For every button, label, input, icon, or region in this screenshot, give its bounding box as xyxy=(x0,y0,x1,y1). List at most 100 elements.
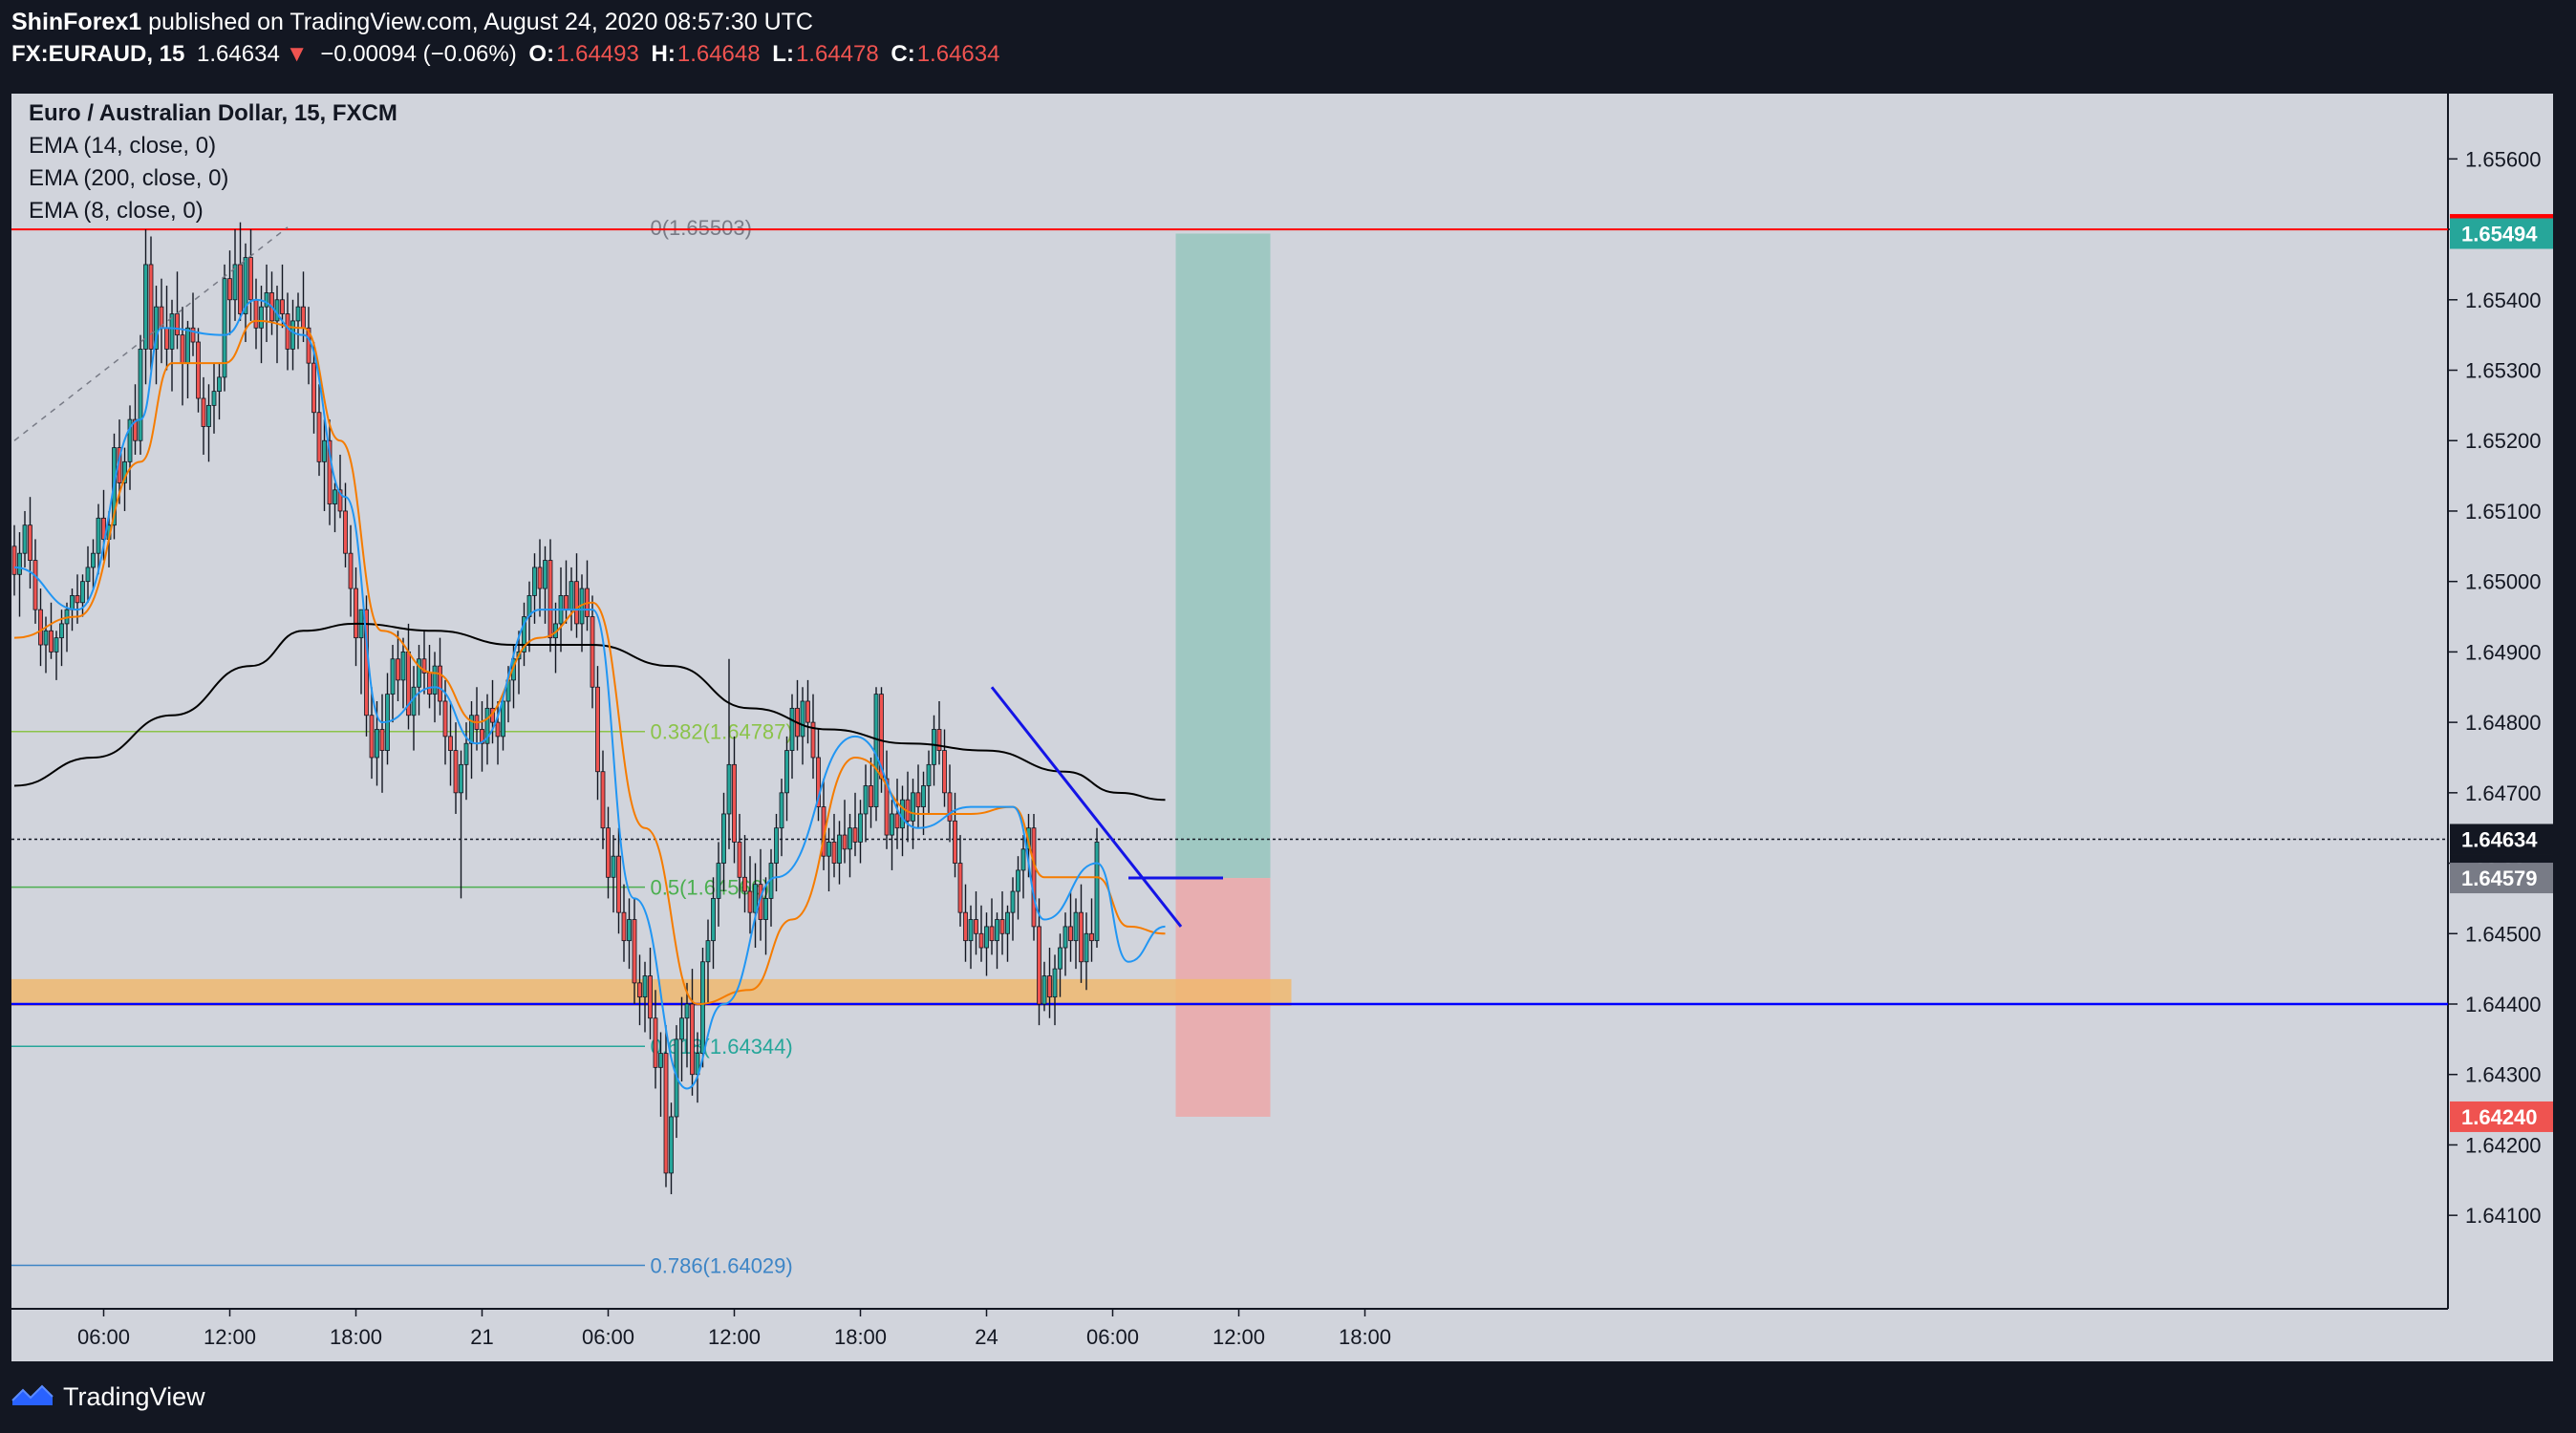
candle-bear xyxy=(38,609,43,646)
fib-level-label: 0(1.65503) xyxy=(651,216,752,240)
candle-bear xyxy=(379,729,385,752)
candle-bull xyxy=(85,567,91,583)
candle-bear xyxy=(869,785,873,807)
time-tick-label: 06:00 xyxy=(582,1325,634,1349)
publisher-name[interactable]: ShinForex1 xyxy=(11,9,142,35)
legend-ema8[interactable]: EMA (8, close, 0) xyxy=(29,198,204,224)
candle-bear xyxy=(989,926,995,942)
candle-bull xyxy=(17,552,22,575)
candle-bull xyxy=(800,700,805,738)
candle-bear xyxy=(537,567,543,589)
candle-bear xyxy=(306,327,311,364)
candle-bear xyxy=(337,489,343,512)
candle-bear xyxy=(1037,926,1041,1005)
candle-bull xyxy=(169,313,175,350)
candle-bull xyxy=(995,919,999,942)
candle-bull xyxy=(711,898,716,942)
price-change: −0.00094 (−0.06%) xyxy=(320,41,517,67)
legend-ema200[interactable]: EMA (200, close, 0) xyxy=(29,165,229,191)
candle-bear xyxy=(805,700,810,723)
last-price: 1.64634 xyxy=(197,41,280,67)
candle-bear xyxy=(978,932,984,949)
legend-ema14[interactable]: EMA (14, close, 0) xyxy=(29,133,217,159)
price-tick-label: 1.64500 xyxy=(2465,922,2542,946)
time-tick-label: 18:00 xyxy=(834,1325,887,1349)
candle-bear xyxy=(148,264,154,350)
candle-bull xyxy=(432,665,438,695)
price-axis-badge-label: 1.64579 xyxy=(2461,866,2538,890)
candle-bull xyxy=(70,595,75,610)
candle-bear xyxy=(747,890,753,913)
legend-title[interactable]: Euro / Australian Dollar, 15, FXCM xyxy=(29,100,397,126)
time-tick-label: 18:00 xyxy=(1339,1325,1391,1349)
candle-bear xyxy=(842,834,848,850)
candle-bear xyxy=(894,813,900,829)
candle-bear xyxy=(810,721,816,759)
overlay-layer xyxy=(13,226,1223,928)
open-label: O: xyxy=(528,41,555,67)
candle-bull xyxy=(91,552,96,568)
time-tick-label: 06:00 xyxy=(77,1325,130,1349)
candle-bear xyxy=(448,736,453,752)
candle-bull xyxy=(54,637,59,652)
candle-bull xyxy=(858,813,863,843)
candle-bull xyxy=(611,855,616,878)
ema-14-line xyxy=(13,319,1166,1006)
candle-bear xyxy=(75,595,80,604)
candle-bull xyxy=(232,264,238,301)
price-tick-label: 1.65300 xyxy=(2465,359,2542,383)
close-value: 1.64634 xyxy=(916,41,1000,67)
candle-bull xyxy=(295,306,301,322)
candle-bear xyxy=(732,763,737,843)
candle-bear xyxy=(369,715,375,759)
candle-bull xyxy=(259,306,264,329)
candle-bear xyxy=(354,588,358,639)
candle-bear xyxy=(180,334,185,364)
footer-branding[interactable]: TradingView xyxy=(11,1378,205,1416)
candle-bull xyxy=(264,292,269,308)
candle-bear xyxy=(227,278,232,301)
candle-bull xyxy=(721,813,726,864)
candle-bear xyxy=(28,524,32,561)
price-tick-label: 1.64300 xyxy=(2465,1063,2542,1087)
candle-bull xyxy=(1084,932,1089,963)
symbol-label: FX:EURAUD, 15 xyxy=(11,41,185,67)
price-tick-label: 1.64800 xyxy=(2465,711,2542,735)
candle-bull xyxy=(22,524,28,554)
candle-bull xyxy=(726,763,732,815)
price-tick-label: 1.64900 xyxy=(2465,640,2542,664)
candle-bear xyxy=(396,658,400,681)
candle-bull xyxy=(138,348,143,441)
candle-bear xyxy=(574,581,579,625)
candle-bull xyxy=(848,827,852,850)
candle-bull xyxy=(532,567,537,596)
candle-bull xyxy=(669,1116,674,1174)
candle-bear xyxy=(915,792,921,807)
candle-bear xyxy=(737,842,742,878)
candle-bull xyxy=(1016,869,1020,892)
footer-brand-text: TradingView xyxy=(63,1381,205,1411)
chart-header: ShinForex1 published on TradingView.com,… xyxy=(11,6,1005,71)
candle-bear xyxy=(564,595,569,610)
candle-bull xyxy=(333,489,337,504)
candle-bull xyxy=(826,842,831,857)
candle-bear xyxy=(600,771,606,829)
candle-bear xyxy=(816,757,821,807)
price-tick-label: 1.64100 xyxy=(2465,1204,2542,1228)
candle-bull xyxy=(932,729,936,765)
time-tick-label: 21 xyxy=(470,1325,493,1349)
candle-bull xyxy=(43,630,49,646)
time-tick-label: 12:00 xyxy=(204,1325,256,1349)
time-axis-pane[interactable] xyxy=(11,1309,2553,1361)
candle-bull xyxy=(679,1017,684,1040)
price-axis-badge-label: 1.64240 xyxy=(2461,1105,2538,1129)
candle-bull xyxy=(222,278,227,378)
candle-bear xyxy=(742,876,747,892)
candle-bear xyxy=(196,341,201,399)
candle-bear xyxy=(942,750,947,794)
candle-bear xyxy=(49,630,54,652)
candle-bull xyxy=(921,785,926,807)
candle-bear xyxy=(253,299,259,329)
candle-bull xyxy=(984,926,989,949)
